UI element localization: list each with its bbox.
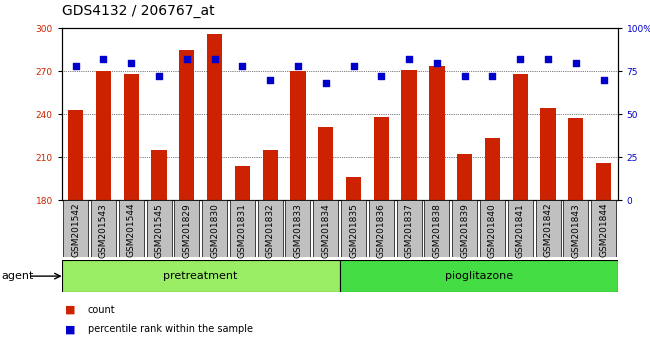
Point: [181, 56, 192, 62]
Bar: [285, 200, 311, 257]
Text: GSM201832: GSM201832: [266, 203, 275, 258]
Bar: [235, 166, 250, 200]
Text: GSM201838: GSM201838: [432, 203, 441, 258]
Text: GSM201843: GSM201843: [571, 203, 580, 258]
Point: [599, 77, 609, 83]
Text: GSM201829: GSM201829: [182, 203, 191, 258]
Text: ■: ■: [65, 305, 75, 315]
Text: agent: agent: [1, 271, 34, 281]
Text: GDS4132 / 206767_at: GDS4132 / 206767_at: [62, 4, 214, 18]
Text: GSM201836: GSM201836: [377, 203, 386, 258]
Text: GSM201841: GSM201841: [515, 203, 525, 258]
Bar: [62, 260, 339, 292]
Text: pretreatment: pretreatment: [164, 271, 238, 281]
Text: GSM201839: GSM201839: [460, 203, 469, 258]
Point: [432, 60, 442, 65]
Bar: [291, 71, 306, 200]
Point: [320, 80, 331, 86]
Text: GSM201545: GSM201545: [155, 203, 164, 258]
Text: GSM201840: GSM201840: [488, 203, 497, 258]
Bar: [96, 71, 111, 200]
Text: GSM201542: GSM201542: [71, 203, 80, 257]
Bar: [513, 74, 528, 200]
Bar: [91, 200, 116, 257]
Point: [98, 56, 109, 62]
Bar: [146, 200, 172, 257]
Bar: [369, 200, 394, 257]
Point: [460, 74, 470, 79]
Text: GSM201837: GSM201837: [404, 203, 413, 258]
Point: [348, 63, 359, 69]
Text: ■: ■: [65, 324, 75, 334]
Point: [70, 63, 81, 69]
Text: GSM201831: GSM201831: [238, 203, 247, 258]
Point: [376, 74, 387, 79]
Bar: [564, 200, 588, 257]
Bar: [263, 150, 278, 200]
Point: [154, 74, 164, 79]
Bar: [540, 108, 556, 200]
Text: GSM201833: GSM201833: [293, 203, 302, 258]
Point: [404, 56, 414, 62]
Bar: [257, 200, 283, 257]
Bar: [341, 200, 366, 257]
Bar: [151, 150, 166, 200]
Text: GSM201835: GSM201835: [349, 203, 358, 258]
Bar: [591, 200, 616, 257]
Point: [515, 56, 525, 62]
Bar: [480, 200, 505, 257]
Text: GSM201830: GSM201830: [210, 203, 219, 258]
Bar: [508, 200, 533, 257]
Bar: [568, 119, 584, 200]
Point: [265, 77, 276, 83]
Point: [292, 63, 303, 69]
Point: [488, 74, 498, 79]
Bar: [313, 200, 338, 257]
Bar: [179, 50, 194, 200]
Text: GSM201543: GSM201543: [99, 203, 108, 258]
Bar: [402, 70, 417, 200]
Bar: [452, 200, 477, 257]
Bar: [536, 200, 560, 257]
Bar: [63, 200, 88, 257]
Bar: [424, 200, 449, 257]
Bar: [596, 163, 611, 200]
Bar: [485, 138, 500, 200]
Bar: [318, 127, 333, 200]
Point: [209, 56, 220, 62]
Text: GSM201834: GSM201834: [321, 203, 330, 258]
Point: [543, 56, 553, 62]
Text: GSM201844: GSM201844: [599, 203, 608, 257]
Bar: [396, 200, 422, 257]
Text: count: count: [88, 305, 116, 315]
Bar: [346, 177, 361, 200]
Text: pioglitazone: pioglitazone: [445, 271, 513, 281]
Point: [126, 60, 136, 65]
Bar: [124, 74, 139, 200]
Text: GSM201544: GSM201544: [127, 203, 136, 257]
Text: percentile rank within the sample: percentile rank within the sample: [88, 324, 253, 334]
Text: GSM201842: GSM201842: [543, 203, 552, 257]
Bar: [207, 34, 222, 200]
Bar: [374, 117, 389, 200]
Bar: [230, 200, 255, 257]
Bar: [119, 200, 144, 257]
Point: [571, 60, 581, 65]
Bar: [68, 110, 83, 200]
Bar: [202, 200, 227, 257]
Bar: [429, 65, 445, 200]
Point: [237, 63, 248, 69]
Bar: [174, 200, 200, 257]
Bar: [457, 154, 473, 200]
Bar: [339, 260, 618, 292]
